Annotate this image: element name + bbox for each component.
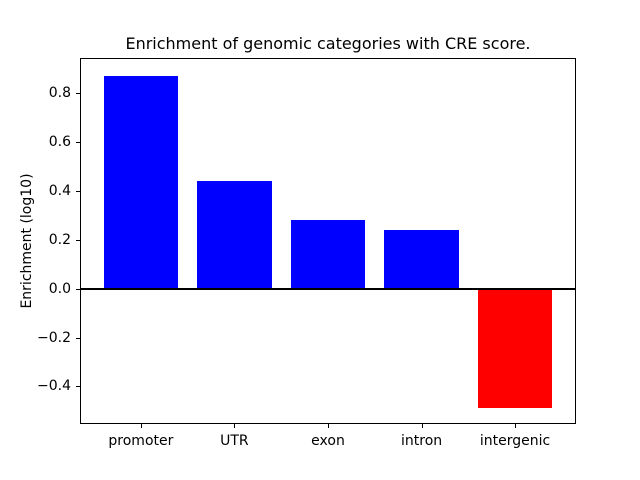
x-tick-label-promoter: promoter [108, 433, 174, 449]
y-tick-label: 0.0 [48, 280, 71, 297]
y-tick-label: −0.4 [37, 378, 71, 395]
y-tick-mark [76, 386, 80, 388]
y-tick-mark [76, 288, 80, 290]
x-tick-mark [140, 424, 142, 428]
x-tick-mark [234, 424, 236, 428]
bar-promoter [103, 76, 179, 289]
y-tick-label: 0.6 [48, 134, 71, 151]
bar-intron [384, 230, 459, 289]
bar-UTR [197, 181, 272, 289]
x-tick-mark [328, 424, 329, 428]
x-tick-label-UTR: UTR [220, 433, 249, 449]
x-tick-label-exon: exon [311, 433, 345, 449]
y-tick-label: −0.2 [37, 329, 71, 346]
x-tick-mark [421, 424, 423, 428]
y-tick-mark [76, 337, 80, 339]
y-tick-label: 0.8 [48, 85, 71, 102]
y-tick-label: 0.2 [48, 231, 71, 248]
chart-title: Enrichment of genomic categories with CR… [125, 34, 531, 53]
bar-exon [290, 220, 366, 289]
bar-intergenic [477, 288, 553, 409]
x-tick-label-intergenic: intergenic [479, 433, 551, 449]
x-tick-mark [515, 424, 517, 428]
y-tick-mark [76, 239, 80, 241]
plot-area [80, 58, 576, 424]
y-tick-mark [76, 93, 80, 95]
zero-line [81, 287, 575, 290]
y-tick-mark [76, 142, 80, 144]
y-tick-mark [76, 190, 80, 192]
x-tick-label-intron: intron [401, 433, 443, 449]
y-tick-label: 0.4 [48, 182, 71, 199]
